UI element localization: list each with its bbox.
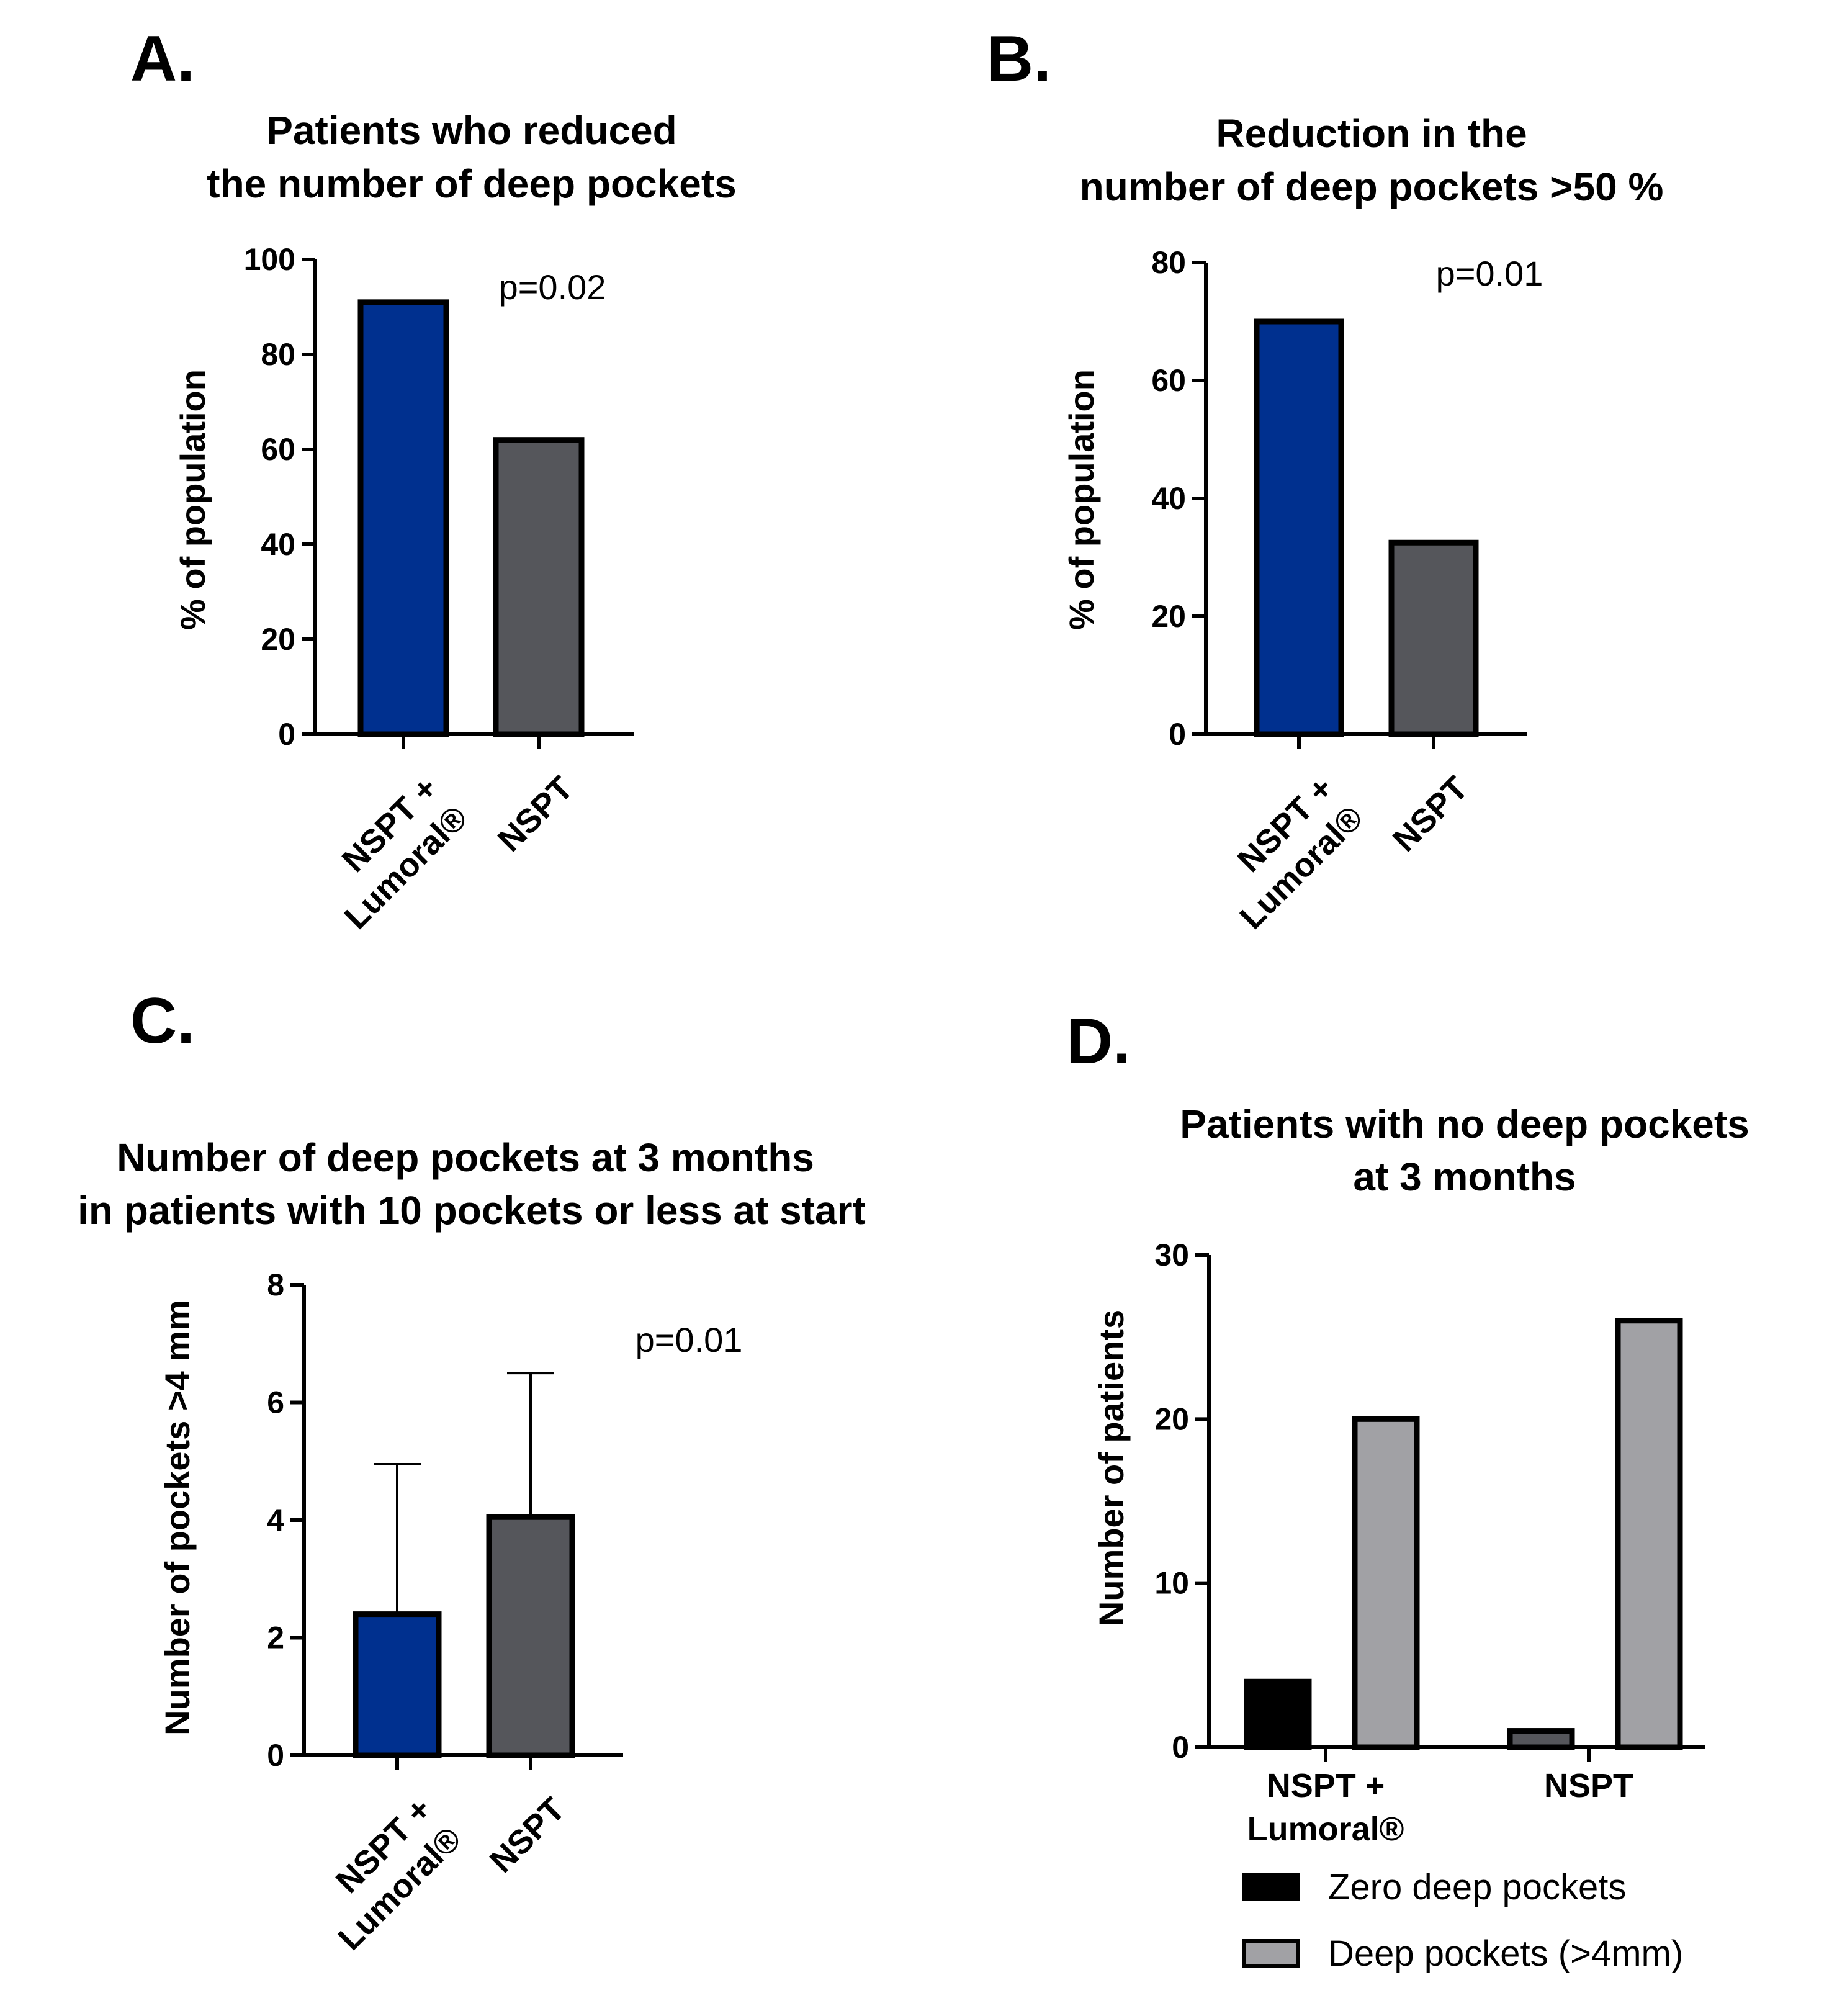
panel-b-x-category-label: NSPT: [1386, 770, 1475, 859]
panel-a-plot: 0 20 40 60 80 100 NSPT +Lumoral® NSPT: [244, 242, 634, 937]
panel-b-bar: [1254, 318, 1344, 737]
panel-d-title-line-1: Patients with no deep pockets: [1180, 1102, 1749, 1146]
legend-swatch-zero-deep-pockets: [1242, 1873, 1300, 1901]
panel-b-y-tick-label: 0: [1169, 717, 1186, 752]
panel-d-title-line-2: at 3 months: [1353, 1154, 1576, 1199]
panel-b-y-axis-label: % of population: [1062, 369, 1101, 630]
panel-a-y-tick-label: 20: [261, 622, 295, 657]
panel-d: D. Patients with no deep pockets at 3 mo…: [1066, 1006, 1749, 1974]
panel-d-bar: [1507, 1728, 1575, 1750]
panel-b-title-line-1: Reduction in the: [1216, 111, 1527, 156]
panel-b-y-tick-label: 20: [1151, 599, 1186, 634]
panel-b-bar: [1388, 539, 1479, 737]
panel-d-y-tick-label: 30: [1154, 1238, 1189, 1272]
panel-d-y-tick-label: 20: [1154, 1402, 1189, 1436]
panel-c-letter: C.: [130, 985, 195, 1057]
panel-c-title-line-1: Number of deep pockets at 3 months: [117, 1135, 814, 1180]
panel-b: B. Reduction in the number of deep pocke…: [987, 23, 1663, 937]
panel-a-y-tick-label: 0: [278, 717, 295, 752]
panel-a-y-axis-label: % of population: [173, 369, 212, 630]
panel-a-p-value: p=0.02: [499, 268, 606, 307]
panel-b-y-tick-label: 40: [1151, 481, 1186, 516]
panel-d-letter: D.: [1066, 1006, 1131, 1078]
panel-c-title-line-2: in patients with 10 pockets or less at s…: [78, 1188, 866, 1233]
panel-c-y-tick-label: 6: [267, 1385, 284, 1420]
panel-b-plot: 0 20 40 60 80 NSPT +Lumoral® NSPT: [1151, 245, 1527, 937]
legend-label-deep-pockets: Deep pockets (>4mm): [1328, 1933, 1683, 1974]
legend-label-zero-deep-pockets: Zero deep pockets: [1328, 1867, 1626, 1907]
panel-c-y-tick-label: 4: [267, 1503, 284, 1537]
panel-d-x-category-label: NSPT: [1544, 1767, 1633, 1804]
legend-swatch-deep-pockets: [1242, 1939, 1300, 1968]
panel-a-x-category-label-line: NSPT: [491, 770, 580, 859]
panel-d-bar: [1244, 1678, 1312, 1750]
panel-c-bar: [486, 1514, 575, 1758]
panel-b-p-value: p=0.01: [1436, 254, 1543, 293]
panel-d-x-category-label: NSPT +: [1267, 1767, 1385, 1804]
panel-a-title-line-1: Patients who reduced: [266, 108, 676, 153]
panel-c-x-category-label: NSPT: [483, 1791, 572, 1880]
panel-d-legend: Zero deep pockets Deep pockets (>4mm): [1242, 1867, 1683, 1974]
panel-c-y-tick-label: 0: [267, 1738, 284, 1773]
panel-a-x-category-label: NSPT: [491, 770, 580, 859]
panel-b-x-category-label: NSPT +Lumoral®: [1203, 770, 1370, 937]
panel-c-y-tick-label: 2: [267, 1621, 284, 1655]
panel-a-x-category-label: NSPT +Lumoral®: [308, 770, 475, 937]
panel-d-y-tick-label: 10: [1154, 1566, 1189, 1601]
panel-c-y-axis-label: Number of pockets >4 mm: [158, 1300, 197, 1735]
panel-a-y-tick-label: 100: [244, 242, 295, 277]
panel-d-y-axis-label: Number of patients: [1092, 1310, 1131, 1626]
panel-b-letter: B.: [987, 23, 1051, 95]
panel-a-y-tick-label: 80: [261, 337, 295, 372]
panel-a: A. Patients who reduced the number of de…: [130, 23, 737, 937]
panel-c-bar: [353, 1611, 442, 1758]
panel-b-y-tick-label: 80: [1151, 245, 1186, 280]
panel-a-letter: A.: [130, 23, 195, 95]
panel-b-x-category-label-line: NSPT: [1386, 770, 1475, 859]
panel-d-plot: 0 10 20 30 NSPT + Lumoral® NSPT: [1154, 1238, 1705, 1848]
panel-b-title-line-2: number of deep pockets >50 %: [1080, 164, 1664, 209]
panel-c: C. Number of deep pockets at 3 months in…: [78, 985, 866, 1958]
panel-b-y-tick-label: 60: [1151, 363, 1186, 398]
panel-d-x-category-label: Lumoral®: [1247, 1811, 1404, 1848]
panel-a-y-tick-label: 60: [261, 432, 295, 467]
panel-c-y-tick-label: 8: [267, 1267, 284, 1302]
panel-c-x-category-label: NSPT +Lumoral®: [302, 1791, 469, 1958]
panel-a-title-line-2: the number of deep pockets: [207, 161, 736, 206]
panel-c-plot: 0 2 4 6 8 NSPT +Lumoral® NSPT: [267, 1267, 623, 1958]
panel-a-bar: [357, 299, 449, 737]
panel-c-p-value: p=0.01: [636, 1320, 743, 1359]
panel-d-bar: [1352, 1416, 1420, 1750]
panel-a-bar: [493, 437, 585, 737]
panel-d-bar: [1615, 1318, 1683, 1750]
panel-d-y-tick-label: 0: [1172, 1730, 1189, 1765]
panel-a-y-tick-label: 40: [261, 527, 295, 562]
panel-c-x-category-label-line: NSPT: [483, 1791, 572, 1880]
